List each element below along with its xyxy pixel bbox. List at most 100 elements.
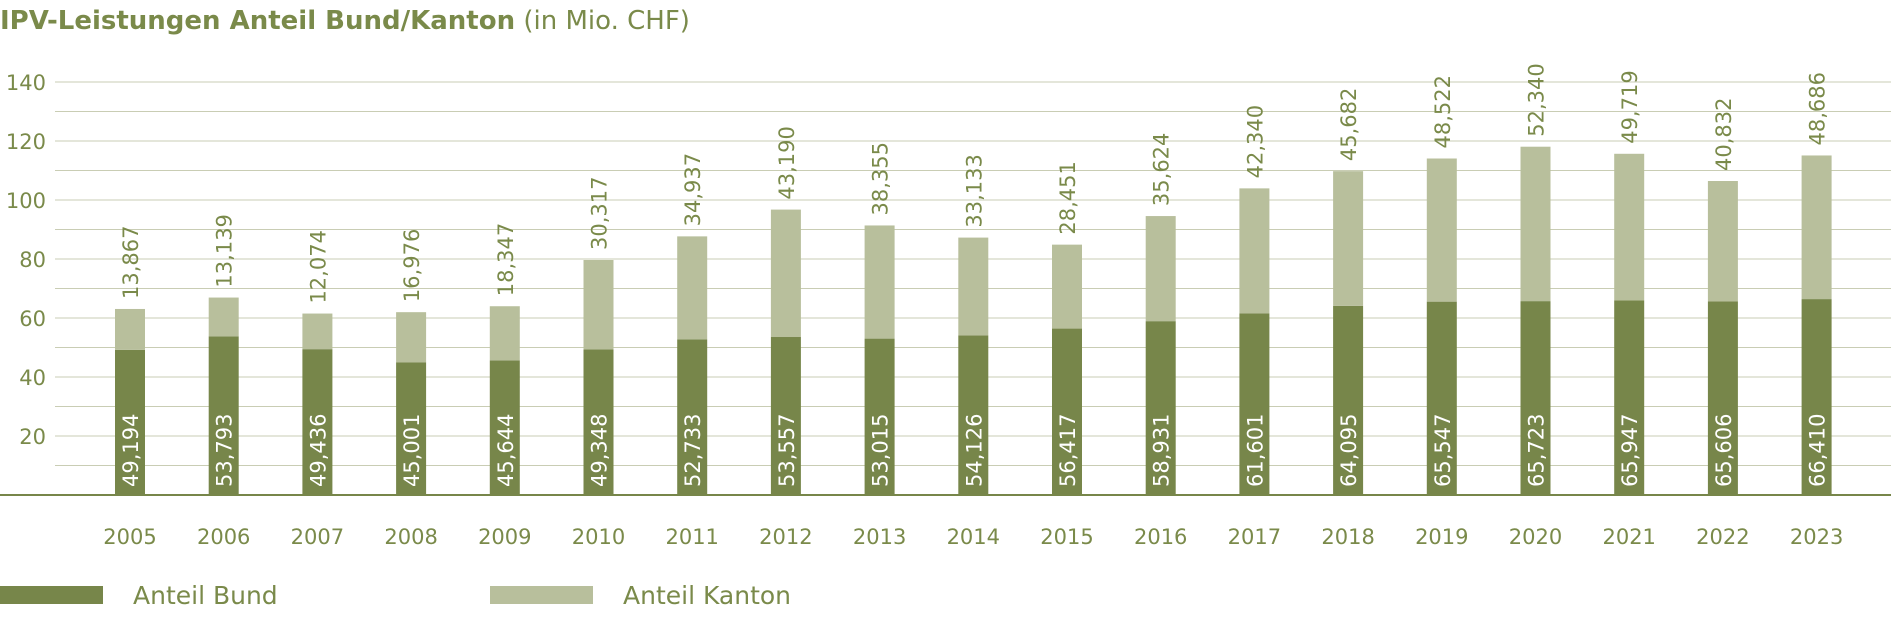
bar-bund: [1520, 301, 1551, 495]
data-label-kanton: 28,451: [1056, 161, 1080, 234]
data-label-bund: 65,947: [1618, 414, 1642, 487]
x-tick-label: 2019: [1415, 525, 1468, 549]
data-label-bund: 53,793: [213, 414, 237, 487]
x-tick-label: 2006: [197, 525, 250, 549]
bar-kanton: [770, 209, 801, 338]
data-label-kanton: 38,355: [869, 142, 893, 215]
data-label-bund: 49,348: [588, 414, 612, 487]
data-label-bund: 45,644: [494, 414, 518, 487]
bar-bund: [489, 360, 520, 495]
bar-bund: [1333, 305, 1364, 495]
data-label-kanton: 49,719: [1618, 70, 1642, 143]
chart-title-unit: (in Mio. CHF): [523, 6, 690, 36]
bar-kanton: [958, 237, 989, 336]
bar-kanton: [1520, 146, 1551, 302]
bar-bund: [1801, 299, 1832, 495]
bar-kanton: [115, 308, 145, 350]
bar-kanton: [1426, 158, 1457, 302]
bar-bund: [1707, 301, 1738, 495]
bar-kanton: [1145, 216, 1176, 322]
data-label-bund: 49,436: [306, 414, 330, 487]
bar-kanton: [1707, 181, 1738, 302]
legend-swatch-bund: [0, 586, 103, 604]
bar-bund: [677, 339, 708, 495]
data-label-kanton: 45,682: [1337, 88, 1361, 161]
bar-bund: [958, 335, 989, 495]
bar-bund: [1426, 301, 1457, 495]
bar-bund: [864, 338, 895, 495]
x-tick-label: 2013: [853, 525, 906, 549]
bar-kanton: [1801, 155, 1832, 300]
x-tick-label: 2012: [759, 525, 812, 549]
data-label-kanton: 18,347: [494, 223, 518, 296]
bar-kanton: [677, 236, 708, 340]
data-label-bund: 65,547: [1431, 414, 1455, 487]
x-tick-label: 2009: [478, 525, 531, 549]
bar-bund: [583, 349, 614, 495]
bar-kanton: [396, 312, 427, 363]
data-label-bund: 49,194: [119, 414, 143, 487]
data-label-bund: 52,733: [681, 414, 705, 487]
bar-kanton: [489, 306, 520, 361]
bar-kanton: [1333, 171, 1364, 306]
chart-title-main: IPV-Leistungen Anteil Bund/Kanton: [0, 6, 516, 36]
bar-bund: [115, 349, 145, 495]
data-label-bund: 65,723: [1525, 414, 1549, 487]
bar-bund: [1614, 300, 1645, 495]
data-label-kanton: 42,340: [1243, 105, 1267, 178]
data-label-kanton: 48,686: [1806, 72, 1830, 145]
data-label-kanton: 12,074: [306, 230, 330, 303]
legend-swatch-kanton: [490, 586, 593, 604]
y-tick-label: 140: [6, 71, 46, 95]
bar-bund: [1239, 313, 1270, 495]
data-label-bund: 64,095: [1337, 414, 1361, 487]
data-label-kanton: 13,139: [213, 214, 237, 287]
data-label-bund: 61,601: [1243, 414, 1267, 487]
y-tick-label: 20: [19, 425, 46, 449]
data-label-kanton: 33,133: [962, 154, 986, 227]
y-tick-label: 60: [19, 307, 46, 331]
x-tick-label: 2007: [291, 525, 344, 549]
x-tick-label: 2018: [1321, 525, 1374, 549]
data-label-kanton: 52,340: [1525, 63, 1549, 136]
data-label-bund: 56,417: [1056, 414, 1080, 487]
bar-bund: [1052, 328, 1082, 495]
data-label-kanton: 40,832: [1712, 98, 1736, 171]
x-tick-label: 2021: [1602, 525, 1655, 549]
stacked-bar-chart: 20 40 60 80 100 120 140 49,194 13,867 2005 53,793 1…: [0, 63, 1891, 549]
bar-kanton: [864, 225, 895, 339]
x-tick-label: 2011: [665, 525, 718, 549]
data-label-kanton: 34,937: [681, 153, 705, 226]
chart-title: IPV-Leistungen Anteil Bund/Kanton (in Mi…: [0, 6, 690, 36]
data-label-bund: 54,126: [962, 414, 986, 487]
bar-kanton: [583, 259, 614, 350]
data-label-kanton: 13,867: [119, 225, 143, 298]
bar-kanton: [208, 297, 239, 337]
data-label-bund: 66,410: [1806, 414, 1830, 487]
data-label-bund: 65,606: [1712, 414, 1736, 487]
x-tick-label: 2020: [1509, 525, 1562, 549]
data-label-kanton: 35,624: [1150, 133, 1174, 206]
data-label-bund: 53,557: [775, 414, 799, 487]
data-label-bund: 58,931: [1150, 414, 1174, 487]
data-label-bund: 45,001: [400, 414, 424, 487]
x-tick-label: 2016: [1134, 525, 1187, 549]
data-label-bund: 53,015: [869, 414, 893, 487]
bar-kanton: [302, 313, 333, 350]
legend-item-kanton: Anteil Kanton: [490, 578, 791, 612]
data-label-kanton: 48,522: [1431, 75, 1455, 148]
x-tick-label: 2014: [947, 525, 1000, 549]
bar-kanton: [1052, 244, 1082, 329]
y-tick-label: 120: [6, 130, 46, 154]
x-tick-label: 2023: [1790, 525, 1843, 549]
x-tick-label: 2022: [1696, 525, 1749, 549]
x-tick-label: 2005: [103, 525, 156, 549]
x-tick-label: 2015: [1040, 525, 1093, 549]
bar-kanton: [1239, 188, 1270, 314]
legend-label-kanton: Anteil Kanton: [623, 580, 792, 610]
bar-bund: [396, 362, 427, 495]
legend-label-bund: Anteil Bund: [133, 580, 278, 610]
y-tick-label: 80: [19, 248, 46, 272]
bar-kanton: [1614, 153, 1645, 301]
data-label-kanton: 43,190: [775, 126, 799, 199]
